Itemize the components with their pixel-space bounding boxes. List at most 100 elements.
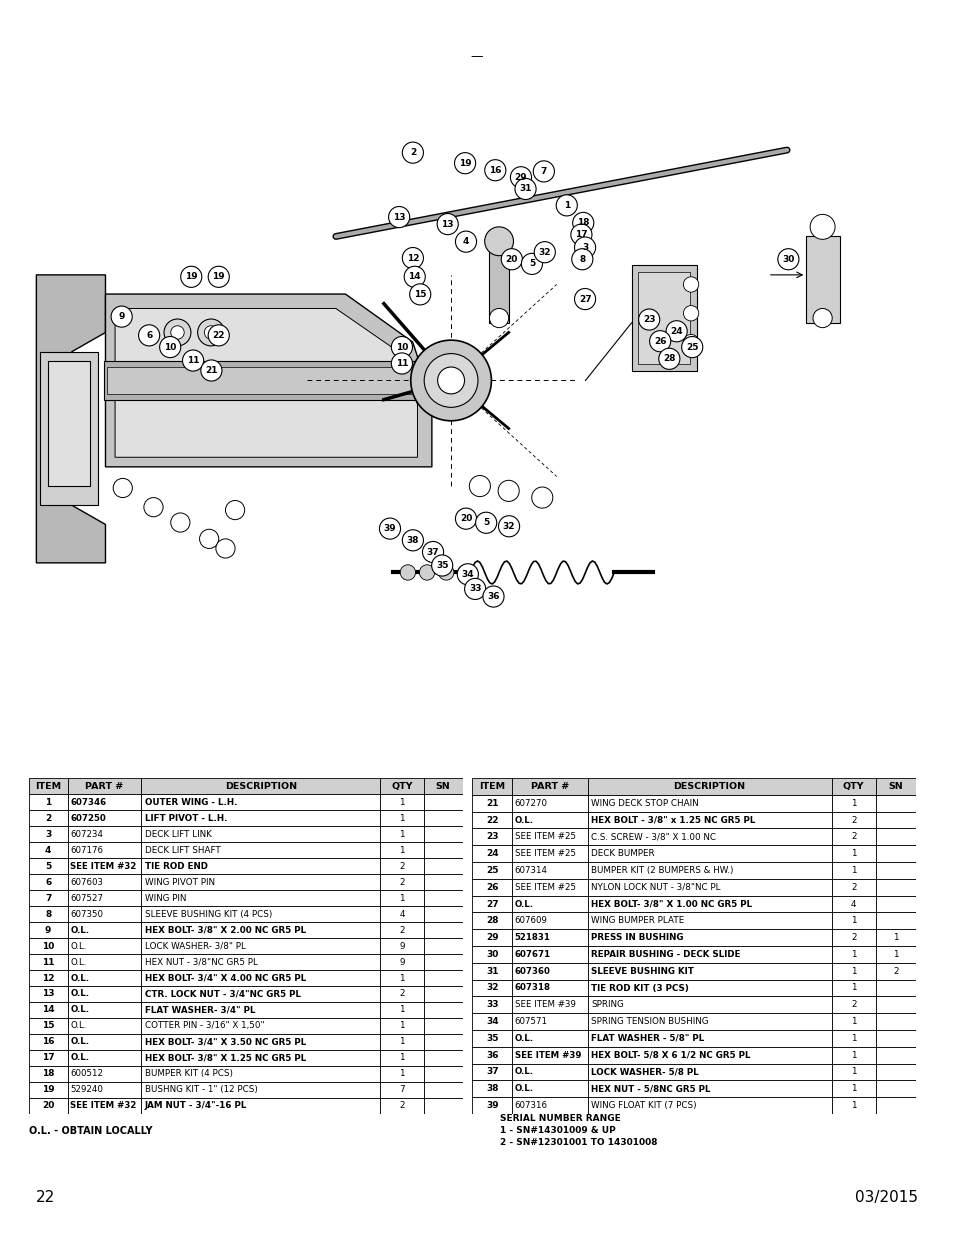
Text: 29: 29 <box>485 934 498 942</box>
Bar <box>875 979 915 997</box>
Bar <box>587 845 831 862</box>
Bar <box>423 1050 462 1066</box>
Text: 1: 1 <box>850 1084 856 1093</box>
Text: 7: 7 <box>398 1086 404 1094</box>
Text: 20: 20 <box>459 514 472 524</box>
Text: 1: 1 <box>398 1021 404 1030</box>
Text: 1: 1 <box>398 1070 404 1078</box>
Circle shape <box>171 326 184 340</box>
Bar <box>423 1018 462 1034</box>
Text: 12: 12 <box>406 253 418 263</box>
Text: 35: 35 <box>485 1034 497 1042</box>
Bar <box>512 979 587 997</box>
Bar <box>68 858 141 874</box>
Text: 1: 1 <box>850 1034 856 1042</box>
Text: 17: 17 <box>42 1053 54 1062</box>
Bar <box>141 842 380 858</box>
Circle shape <box>437 367 464 394</box>
Circle shape <box>777 248 798 269</box>
Text: 19: 19 <box>42 1086 54 1094</box>
Bar <box>587 778 831 795</box>
Text: 4: 4 <box>398 909 404 919</box>
Text: 14: 14 <box>42 1005 54 1014</box>
Text: 607346: 607346 <box>71 798 107 806</box>
Bar <box>380 1082 423 1098</box>
Text: LOCK WASHER- 3/8" PL: LOCK WASHER- 3/8" PL <box>145 941 246 951</box>
Bar <box>423 953 462 969</box>
Text: BUMPER KIT (2 BUMPERS & HW.): BUMPER KIT (2 BUMPERS & HW.) <box>591 866 733 874</box>
Bar <box>875 829 915 845</box>
Bar <box>587 829 831 845</box>
Bar <box>512 862 587 879</box>
Text: C.S. SCREW - 3/8" X 1.00 NC: C.S. SCREW - 3/8" X 1.00 NC <box>591 832 716 841</box>
Bar <box>512 963 587 979</box>
Text: 1: 1 <box>45 798 51 806</box>
Bar <box>68 1002 141 1018</box>
Text: 13: 13 <box>42 989 54 999</box>
Bar <box>380 986 423 1002</box>
Text: ITEM: ITEM <box>35 782 61 790</box>
Text: 2: 2 <box>850 1000 856 1009</box>
Text: 2: 2 <box>398 1102 404 1110</box>
Bar <box>587 811 831 829</box>
Circle shape <box>681 336 702 358</box>
Text: NYLON LOCK NUT - 3/8"NC PL: NYLON LOCK NUT - 3/8"NC PL <box>591 883 720 892</box>
Text: 1: 1 <box>892 934 898 942</box>
Text: FLAT WASHER - 5/8" PL: FLAT WASHER - 5/8" PL <box>591 1034 703 1042</box>
Bar <box>68 953 141 969</box>
Circle shape <box>510 167 531 188</box>
Bar <box>423 858 462 874</box>
Text: 11: 11 <box>42 957 54 967</box>
Text: 607671: 607671 <box>515 950 551 958</box>
Text: 36: 36 <box>487 592 499 601</box>
Text: 1: 1 <box>892 950 898 958</box>
Text: 28: 28 <box>662 354 675 363</box>
Bar <box>587 1063 831 1081</box>
Text: 7: 7 <box>45 893 51 903</box>
Bar <box>29 953 68 969</box>
Bar <box>587 862 831 879</box>
Bar <box>380 826 423 842</box>
Circle shape <box>180 267 202 288</box>
Text: 32: 32 <box>485 983 497 993</box>
Bar <box>68 874 141 890</box>
Bar <box>831 1013 875 1030</box>
Bar <box>512 811 587 829</box>
FancyBboxPatch shape <box>805 236 839 322</box>
Circle shape <box>419 564 435 580</box>
Bar <box>875 997 915 1013</box>
Circle shape <box>521 253 542 274</box>
Bar <box>472 795 512 811</box>
Circle shape <box>424 353 477 408</box>
Circle shape <box>498 516 519 537</box>
Circle shape <box>411 340 491 421</box>
Bar <box>831 795 875 811</box>
Bar <box>423 778 462 794</box>
Circle shape <box>531 487 552 508</box>
Text: 18: 18 <box>577 219 589 227</box>
Bar <box>29 969 68 986</box>
Text: 29: 29 <box>514 173 527 182</box>
Bar <box>68 842 141 858</box>
Bar <box>472 879 512 895</box>
Circle shape <box>391 353 412 374</box>
Text: 4: 4 <box>462 237 469 246</box>
Bar <box>875 778 915 795</box>
Bar <box>472 929 512 946</box>
Text: 2: 2 <box>850 883 856 892</box>
Bar <box>831 879 875 895</box>
Bar <box>380 939 423 953</box>
Bar <box>472 1030 512 1047</box>
Text: 1: 1 <box>850 1102 856 1110</box>
Text: 34: 34 <box>461 569 474 579</box>
Bar <box>512 1047 587 1063</box>
Text: 26: 26 <box>653 337 666 346</box>
Text: 1: 1 <box>398 973 404 983</box>
Bar <box>831 997 875 1013</box>
Bar <box>831 1063 875 1081</box>
Circle shape <box>534 242 555 263</box>
Circle shape <box>197 319 224 346</box>
Bar <box>512 929 587 946</box>
Text: 27: 27 <box>578 295 591 304</box>
Bar <box>380 778 423 794</box>
